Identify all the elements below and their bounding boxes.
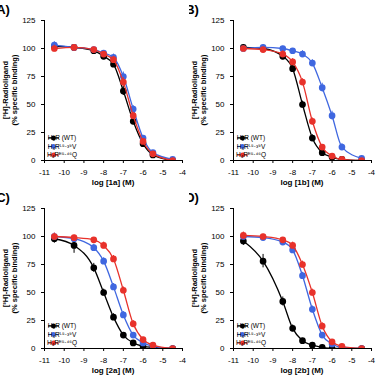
svg-text:25: 25 <box>216 128 225 137</box>
svg-text:(% specific binding): (% specific binding) <box>10 242 19 313</box>
svg-text:log [1b] (M): log [1b] (M) <box>280 178 323 187</box>
svg-text:H₄Rᴱ⁵·⁴⁶Q: H₄Rᴱ⁵·⁴⁶Q <box>236 339 266 347</box>
svg-text:-5: -5 <box>159 168 167 177</box>
svg-text:-6: -6 <box>329 168 337 177</box>
svg-text:A): A) <box>0 2 10 17</box>
svg-text:C): C) <box>0 190 10 205</box>
svg-text:-4: -4 <box>179 356 187 365</box>
svg-text:-7: -7 <box>309 356 317 365</box>
svg-text:H₄Rᴸ⁵·³⁹V: H₄Rᴸ⁵·³⁹V <box>237 143 266 150</box>
svg-text:-6: -6 <box>140 168 148 177</box>
svg-text:H₄R (WT): H₄R (WT) <box>48 134 76 142</box>
svg-text:-10: -10 <box>58 168 70 177</box>
svg-text:-10: -10 <box>58 356 70 365</box>
svg-text:-9: -9 <box>80 356 88 365</box>
svg-text:0: 0 <box>31 156 36 165</box>
svg-text:-11: -11 <box>39 168 51 177</box>
svg-text:[³H]-Radioligand: [³H]-Radioligand <box>1 248 10 307</box>
svg-text:-8: -8 <box>100 168 108 177</box>
svg-text:-5: -5 <box>348 168 356 177</box>
svg-text:50: 50 <box>27 100 36 109</box>
svg-text:log [2a] (M): log [2a] (M) <box>92 366 135 375</box>
svg-text:(% specific binding): (% specific binding) <box>199 54 208 125</box>
svg-text:-11: -11 <box>228 168 240 177</box>
svg-text:log [1a] (M): log [1a] (M) <box>92 178 135 187</box>
svg-text:-11: -11 <box>228 356 240 365</box>
svg-text:H₄Rᴸ⁵·³⁹V: H₄Rᴸ⁵·³⁹V <box>48 331 77 338</box>
svg-text:H₄Rᴱ⁵·⁴⁶Q: H₄Rᴱ⁵·⁴⁶Q <box>47 339 77 347</box>
svg-text:25: 25 <box>216 316 225 325</box>
svg-text:75: 75 <box>216 72 225 81</box>
svg-text:0: 0 <box>220 156 225 165</box>
svg-text:H₄Rᴸ⁵·³⁹V: H₄Rᴸ⁵·³⁹V <box>237 331 266 338</box>
svg-text:H₄Rᴸ⁵·³⁹V: H₄Rᴸ⁵·³⁹V <box>48 143 77 150</box>
svg-text:100: 100 <box>211 232 225 241</box>
svg-text:H₄R (WT): H₄R (WT) <box>237 322 265 330</box>
svg-text:-4: -4 <box>368 168 376 177</box>
svg-text:75: 75 <box>216 260 225 269</box>
svg-text:-6: -6 <box>329 356 337 365</box>
svg-text:B): B) <box>189 2 199 17</box>
svg-text:H₄R (WT): H₄R (WT) <box>48 322 76 330</box>
svg-text:-7: -7 <box>309 168 317 177</box>
svg-text:75: 75 <box>27 72 36 81</box>
svg-text:50: 50 <box>216 100 225 109</box>
svg-text:-10: -10 <box>247 356 259 365</box>
svg-text:-7: -7 <box>120 168 128 177</box>
svg-text:-8: -8 <box>289 168 297 177</box>
svg-text:25: 25 <box>27 128 36 137</box>
svg-text:-4: -4 <box>368 356 376 365</box>
svg-text:50: 50 <box>216 288 225 297</box>
svg-text:50: 50 <box>27 288 36 297</box>
svg-text:H₄R (WT): H₄R (WT) <box>237 134 265 142</box>
svg-text:-6: -6 <box>140 356 148 365</box>
svg-text:100: 100 <box>211 44 225 53</box>
svg-text:[³H]-Radioligand: [³H]-Radioligand <box>1 60 10 119</box>
svg-text:100: 100 <box>22 232 36 241</box>
svg-text:H₄Rᴱ⁵·⁴⁶Q: H₄Rᴱ⁵·⁴⁶Q <box>47 151 77 159</box>
svg-text:-11: -11 <box>39 356 51 365</box>
svg-text:[³H]-Radioligand: [³H]-Radioligand <box>190 60 199 119</box>
svg-text:-8: -8 <box>100 356 108 365</box>
svg-text:D): D) <box>189 190 199 205</box>
svg-text:-10: -10 <box>247 168 259 177</box>
svg-text:125: 125 <box>22 204 36 213</box>
svg-text:(% specific binding): (% specific binding) <box>199 242 208 313</box>
svg-text:(% specific binding): (% specific binding) <box>10 54 19 125</box>
svg-text:125: 125 <box>211 16 225 25</box>
svg-text:-5: -5 <box>348 356 356 365</box>
svg-text:0: 0 <box>220 344 225 353</box>
svg-text:-9: -9 <box>269 168 277 177</box>
svg-text:-5: -5 <box>159 356 167 365</box>
svg-text:75: 75 <box>27 260 36 269</box>
svg-text:0: 0 <box>31 344 36 353</box>
svg-text:125: 125 <box>22 16 36 25</box>
svg-text:-9: -9 <box>269 356 277 365</box>
svg-text:log [2b] (M): log [2b] (M) <box>280 366 323 375</box>
svg-text:-8: -8 <box>289 356 297 365</box>
svg-text:-7: -7 <box>120 356 128 365</box>
svg-text:25: 25 <box>27 316 36 325</box>
svg-text:[³H]-Radioligand: [³H]-Radioligand <box>190 248 199 307</box>
svg-text:100: 100 <box>22 44 36 53</box>
svg-text:-9: -9 <box>80 168 88 177</box>
svg-text:H₄Rᴱ⁵·⁴⁶Q: H₄Rᴱ⁵·⁴⁶Q <box>236 151 266 159</box>
svg-text:-4: -4 <box>179 168 187 177</box>
svg-text:125: 125 <box>211 204 225 213</box>
